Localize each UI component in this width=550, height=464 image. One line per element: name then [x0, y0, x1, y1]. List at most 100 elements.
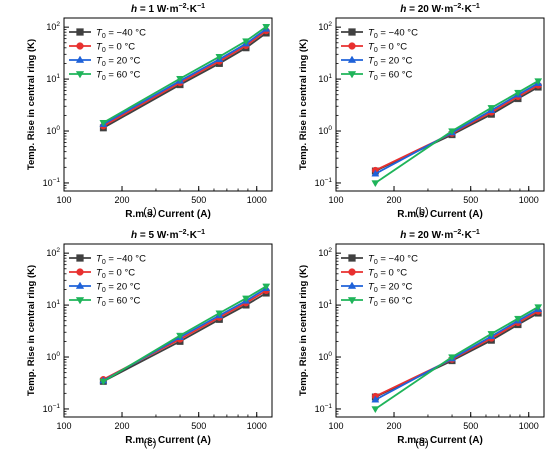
plot-frame: [63, 17, 273, 192]
panel-label: (b): [415, 206, 428, 218]
x-axis-label: R.m.s. Current (A): [125, 435, 211, 446]
y-tick-label: 100: [46, 351, 60, 362]
legend: T0 = −40 °CT0 = 0 °CT0 = 20 °CT0 = 60 °C: [69, 28, 146, 83]
data-point: [176, 332, 184, 340]
legend-marker: [75, 71, 85, 79]
y-tick-label: 102: [46, 21, 60, 32]
x-tick-label: 100: [328, 195, 343, 205]
x-axis-label: R.m.s. Current (A): [125, 209, 211, 220]
data-point: [242, 38, 250, 46]
y-tick-label: 100: [318, 351, 332, 362]
x-tick-label: 200: [115, 421, 130, 431]
data-point: [242, 295, 250, 303]
legend-marker: [347, 71, 357, 79]
legend: T0 = −40 °CT0 = 0 °CT0 = 20 °CT0 = 60 °C: [341, 28, 418, 82]
x-tick-label: 1000: [247, 421, 267, 431]
legend: T0 = −40 °CT0 = 0 °CT0 = 20 °CT0 = 60 °C: [341, 254, 418, 309]
x-tick-label: 1000: [519, 195, 539, 205]
data-point: [514, 315, 522, 323]
data-point: [215, 54, 224, 61]
x-tick-label: 200: [387, 421, 402, 431]
x-tick-label: 500: [463, 421, 478, 431]
y-tick-label: 100: [318, 125, 332, 136]
data-point: [448, 128, 456, 136]
data-point: [262, 283, 271, 291]
x-tick-label: 200: [115, 195, 130, 205]
y-tick-label: 101: [318, 299, 332, 310]
x-tick-label: 1000: [247, 195, 267, 205]
legend-entry-label: T0 = 20 °C: [96, 282, 141, 295]
legend-marker: [348, 42, 356, 50]
legend-marker: [75, 281, 85, 289]
legend-marker: [76, 268, 84, 276]
chart-panel-3: h = 5 W·m−2·K−1 10−1 100 101 102 100 200 500 100…: [26, 229, 273, 446]
legend-marker: [347, 55, 357, 63]
y-tick-label: 10−1: [43, 403, 61, 414]
plot-frame: [63, 243, 273, 418]
legend-marker: [348, 254, 356, 262]
y-axis-label: Temp. Rise in central ring (K): [298, 265, 309, 396]
data-point: [371, 169, 380, 177]
x-tick-label: 100: [328, 421, 343, 431]
chart-title: h = 20 W·m−2·K−1: [400, 229, 480, 241]
legend-entry-label: T0 = 20 °C: [96, 56, 141, 69]
legend-entry-label: T0 = −40 °C: [96, 254, 146, 267]
legend-entry-label: T0 = 20 °C: [368, 282, 413, 295]
x-axis-label: R.m.s. Current (A): [397, 209, 483, 220]
legend-marker: [76, 254, 84, 262]
chart-title: h = 1 W·m−2·K−1: [131, 3, 205, 15]
legend-entry-label: T0 = 20 °C: [368, 56, 413, 69]
chart-panel-1: h = 1 W·m−2·K−1 10−1 100 101 102 100 200 500 100…: [26, 3, 273, 220]
data-point: [534, 304, 543, 312]
legend-entry-label: T0 = 0 °C: [368, 268, 407, 281]
x-axis-label: R.m.s. Current (A): [397, 435, 483, 446]
chart-panel-2: h = 20 W·m−2·K−1 10−1 100 101 102 100 200 500 10…: [298, 3, 545, 220]
data-point: [487, 331, 496, 338]
y-tick-label: 102: [46, 247, 60, 258]
y-tick-label: 10−1: [315, 403, 333, 414]
data-point: [371, 395, 380, 403]
y-axis-label: Temp. Rise in central ring (K): [298, 39, 309, 170]
y-tick-label: 100: [46, 125, 60, 136]
x-tick-label: 100: [56, 195, 71, 205]
legend-entry-label: T0 = 60 °C: [368, 296, 413, 309]
legend-entry-label: T0 = 0 °C: [368, 42, 407, 55]
legend-marker: [76, 42, 84, 50]
legend-marker: [347, 297, 357, 305]
legend-marker: [75, 55, 85, 63]
data-point: [534, 78, 543, 86]
data-point: [371, 406, 380, 414]
legend-marker: [347, 281, 357, 289]
data-point: [176, 75, 184, 83]
data-point: [487, 105, 496, 112]
plot-frame: [335, 243, 545, 418]
y-tick-label: 101: [318, 73, 332, 84]
panel-label: (a): [143, 206, 156, 218]
data-point: [215, 310, 224, 318]
data-point: [371, 180, 380, 188]
legend-entry-label: T0 = 60 °C: [96, 70, 141, 83]
data-point: [99, 119, 108, 127]
y-axis-label: Temp. Rise in central ring (K): [26, 39, 37, 170]
x-tick-label: 500: [463, 195, 478, 205]
y-tick-label: 10−1: [43, 177, 61, 188]
x-tick-label: 200: [387, 195, 402, 205]
panel-label: (d): [415, 437, 428, 449]
data-point: [262, 24, 271, 31]
data-point: [448, 354, 456, 362]
y-axis-label: Temp. Rise in central ring (K): [26, 265, 37, 396]
y-tick-label: 102: [318, 21, 332, 32]
y-tick-label: 101: [46, 73, 60, 84]
legend-entry-label: T0 = 0 °C: [96, 42, 135, 55]
x-tick-label: 100: [56, 421, 71, 431]
chart-title: h = 20 W·m−2·K−1: [400, 3, 480, 15]
legend-entry-label: T0 = 60 °C: [96, 296, 141, 309]
legend-entry-label: T0 = −40 °C: [368, 28, 418, 41]
legend: T0 = −40 °CT0 = 0 °CT0 = 20 °CT0 = 60 °C: [69, 254, 146, 309]
y-tick-label: 10−1: [315, 177, 333, 188]
legend-entry-label: T0 = −40 °C: [96, 28, 146, 41]
legend-entry-label: T0 = 0 °C: [96, 268, 135, 281]
x-tick-label: 1000: [519, 421, 539, 431]
plot-frame: [335, 17, 545, 192]
